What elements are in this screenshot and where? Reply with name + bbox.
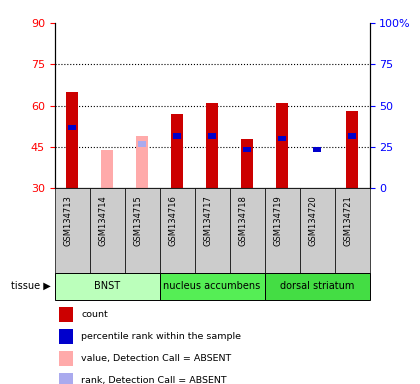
Text: count: count <box>81 310 108 319</box>
Bar <box>160 188 194 273</box>
Bar <box>299 188 335 273</box>
Bar <box>160 273 265 300</box>
Text: tissue ▶: tissue ▶ <box>10 281 50 291</box>
Bar <box>276 103 288 188</box>
Bar <box>244 147 251 152</box>
Text: GSM134714: GSM134714 <box>98 195 107 246</box>
Bar <box>208 133 216 139</box>
Text: GSM134718: GSM134718 <box>238 195 247 246</box>
Bar <box>194 188 230 273</box>
Bar <box>230 188 265 273</box>
Bar <box>349 133 356 139</box>
Text: value, Detection Call = ABSENT: value, Detection Call = ABSENT <box>81 354 231 363</box>
Bar <box>136 136 148 188</box>
Bar <box>101 150 113 188</box>
Bar <box>60 351 73 366</box>
Bar <box>313 147 321 152</box>
Bar <box>171 114 183 188</box>
Bar <box>68 125 76 131</box>
Text: GSM134717: GSM134717 <box>203 195 212 246</box>
Bar <box>139 141 146 147</box>
Bar <box>60 307 73 322</box>
Bar <box>89 188 125 273</box>
Text: GSM134719: GSM134719 <box>273 195 282 246</box>
Text: BNST: BNST <box>94 281 120 291</box>
Bar <box>60 329 73 344</box>
Text: GSM134715: GSM134715 <box>133 195 142 246</box>
Text: nucleus accumbens: nucleus accumbens <box>163 281 261 291</box>
Bar <box>206 103 218 188</box>
Bar <box>265 273 370 300</box>
Text: GSM134716: GSM134716 <box>168 195 177 246</box>
Bar <box>346 111 358 188</box>
Bar <box>265 188 299 273</box>
Text: percentile rank within the sample: percentile rank within the sample <box>81 332 241 341</box>
Bar <box>173 133 181 139</box>
Text: GSM134720: GSM134720 <box>308 195 317 246</box>
Bar <box>66 92 78 188</box>
Text: GSM134713: GSM134713 <box>63 195 72 246</box>
Bar <box>125 188 160 273</box>
Bar <box>241 139 253 188</box>
Bar <box>60 373 73 384</box>
Text: GSM134721: GSM134721 <box>343 195 352 246</box>
Bar <box>55 273 160 300</box>
Text: rank, Detection Call = ABSENT: rank, Detection Call = ABSENT <box>81 376 227 384</box>
Bar <box>55 188 89 273</box>
Text: dorsal striatum: dorsal striatum <box>280 281 354 291</box>
Bar <box>335 188 370 273</box>
Bar <box>278 136 286 141</box>
